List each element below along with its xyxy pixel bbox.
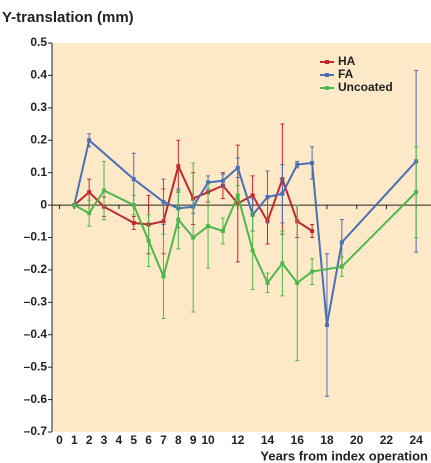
data-point	[220, 229, 225, 234]
legend-marker	[325, 86, 329, 90]
data-point	[161, 199, 166, 204]
data-point	[87, 190, 92, 195]
legend-label: FA	[338, 67, 354, 81]
data-point	[146, 238, 151, 243]
x-tick-label: 18	[320, 433, 334, 447]
y-tick-label: –0.2	[24, 262, 48, 276]
legend-label: Uncoated	[338, 80, 393, 94]
x-tick-label: 3	[101, 433, 108, 447]
data-point	[87, 138, 92, 143]
series-line	[73, 189, 417, 285]
data-point	[191, 235, 196, 240]
x-tick-label: 10	[201, 433, 215, 447]
data-point	[310, 229, 315, 234]
x-tick-label: 8	[175, 433, 182, 447]
x-tick-label: 14	[261, 433, 275, 447]
data-point	[161, 274, 166, 279]
data-point	[235, 165, 240, 170]
x-tick-label: 7	[160, 433, 167, 447]
legend-label: HA	[338, 54, 356, 68]
y-tick-label: 0.5	[30, 35, 47, 49]
y-tick-label: –0.4	[24, 327, 48, 341]
plot-background	[52, 43, 431, 432]
x-tick-label: 5	[130, 433, 137, 447]
x-tick-label: 0	[56, 433, 63, 447]
data-point	[176, 217, 181, 222]
x-tick-label: 6	[145, 433, 152, 447]
data-point	[235, 193, 240, 198]
y-tick-label: 0.4	[30, 68, 47, 82]
x-tick-label: 16	[291, 433, 305, 447]
x-tick-label: 2	[86, 433, 93, 447]
y-tick-label: 0.3	[30, 100, 47, 114]
data-point	[310, 160, 315, 165]
legend-marker	[325, 60, 329, 64]
y-tick-label: –0.3	[24, 295, 48, 309]
legend-marker	[325, 73, 329, 77]
data-point	[102, 188, 107, 193]
chart-title: Y-translation (mm)	[2, 9, 134, 26]
data-point	[220, 178, 225, 183]
y-tick-label: –0.1	[24, 230, 48, 244]
x-tick-label: 22	[380, 433, 394, 447]
data-point	[206, 224, 211, 229]
data-point	[310, 269, 315, 274]
y-tick-label: –0.5	[24, 359, 48, 373]
x-tick-label: 24	[409, 433, 423, 447]
data-point	[295, 280, 300, 285]
data-point	[72, 203, 77, 208]
data-point	[280, 261, 285, 266]
y-tick-label: –0.7	[24, 424, 48, 438]
data-point	[87, 211, 92, 216]
data-point	[324, 323, 329, 328]
y-tick-label: 0	[40, 197, 47, 211]
x-tick-label: 4	[116, 433, 123, 447]
data-point	[265, 194, 270, 199]
x-tick-label: 1	[71, 433, 78, 447]
data-point	[295, 162, 300, 167]
data-point	[131, 203, 136, 208]
data-point	[339, 264, 344, 269]
data-point	[131, 220, 136, 225]
data-point	[206, 180, 211, 185]
data-point	[176, 164, 181, 169]
y-tick-label: 0.2	[30, 132, 47, 146]
x-axis-label: Years from index operation	[260, 448, 428, 463]
data-point	[250, 248, 255, 253]
data-point	[414, 190, 419, 195]
x-tick-label: 12	[231, 433, 245, 447]
data-point	[339, 240, 344, 245]
data-point	[265, 280, 270, 285]
y-tick-label: 0.1	[30, 165, 47, 179]
data-point	[280, 191, 285, 196]
x-tick-label: 20	[350, 433, 364, 447]
x-tick-label: 9	[190, 433, 197, 447]
y-tick-label: –0.6	[24, 392, 48, 406]
data-point	[131, 177, 136, 182]
data-point	[250, 193, 255, 198]
